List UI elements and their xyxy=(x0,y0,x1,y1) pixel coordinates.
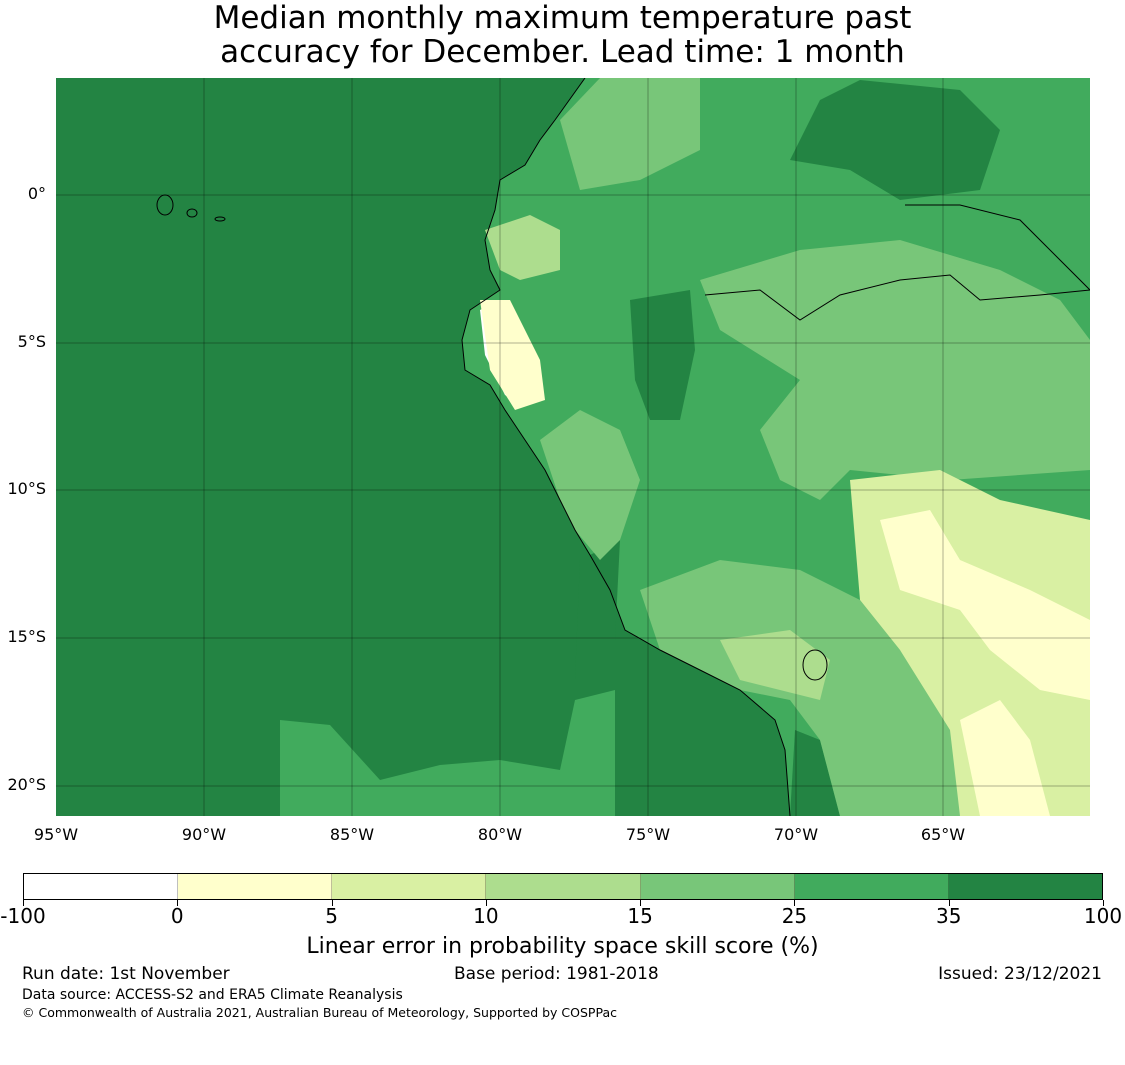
gridlines xyxy=(56,78,1090,816)
lat-label: 0° xyxy=(27,184,46,203)
se-yellow-2 xyxy=(960,700,1050,816)
lon-label: 65°W xyxy=(920,825,966,844)
issued-date: Issued: 23/12/2021 xyxy=(938,964,1102,984)
colorbar-tick xyxy=(1103,900,1104,906)
colorbar-tick xyxy=(177,900,179,906)
lon-label: 90°W xyxy=(181,825,227,844)
colorbar xyxy=(23,873,1103,900)
dark-central xyxy=(630,290,695,420)
lon-label: 70°W xyxy=(773,825,819,844)
coastline xyxy=(461,78,791,816)
data-source: Data source: ACCESS-S2 and ERA5 Climate … xyxy=(22,987,403,1003)
river-north xyxy=(905,204,1090,291)
colorbar-segment xyxy=(486,874,641,899)
colorbar-tick-label: -100 xyxy=(0,904,46,928)
skill-map xyxy=(56,78,1090,816)
mid-east xyxy=(700,240,1090,500)
title-line-1: Median monthly maximum temperature past xyxy=(213,0,912,36)
lat-label: 20°S xyxy=(7,775,46,794)
colorbar-tick-label: 5 xyxy=(325,904,338,928)
colorbar-tick-label: 25 xyxy=(781,904,808,928)
run-date: Run date: 1st November xyxy=(22,964,230,984)
inland-dark-south xyxy=(575,540,620,700)
dark-north xyxy=(790,80,1000,200)
colorbar-tick xyxy=(794,900,796,906)
lon-label: 75°W xyxy=(625,825,671,844)
lat-label: 10°S xyxy=(7,479,46,498)
north-light xyxy=(560,78,700,190)
lat-label: 15°S xyxy=(7,627,46,646)
lat-label: 5°S xyxy=(17,332,46,351)
colorbar-tick-label: 0 xyxy=(170,904,184,928)
colorbar-segment xyxy=(178,874,333,899)
colorbar-tick xyxy=(485,900,487,906)
colorbar-tick xyxy=(640,900,642,906)
colorbar-segment xyxy=(332,874,487,899)
copyright: © Commonwealth of Australia 2021, Austra… xyxy=(22,1005,617,1020)
lake-titicaca xyxy=(802,649,828,681)
colorbar-segment xyxy=(640,874,795,899)
coast-light xyxy=(540,410,640,560)
se-yellow xyxy=(880,510,1090,700)
coast-pale-n xyxy=(485,215,560,280)
lon-label: 80°W xyxy=(477,825,523,844)
central-pale xyxy=(720,630,830,700)
colorbar-segment xyxy=(794,874,949,899)
colorbar-tick-label: 35 xyxy=(935,904,962,928)
ocean-south-patch xyxy=(280,690,615,816)
base-period: Base period: 1981-2018 xyxy=(454,964,659,984)
colorbar-tick xyxy=(948,900,950,906)
colorbar-segment xyxy=(24,874,179,899)
lon-label: 85°W xyxy=(329,825,375,844)
colorbar-tick xyxy=(331,900,333,906)
lon-label: 95°W xyxy=(33,825,79,844)
colorbar-tick xyxy=(23,900,24,906)
river xyxy=(704,274,1090,321)
colorbar-tick-label: 100 xyxy=(1083,904,1123,928)
colorbar-tick-label: 10 xyxy=(473,904,499,928)
title-line-2: accuracy for December. Lead time: 1 mont… xyxy=(220,34,905,70)
colorbar-tick-label: 15 xyxy=(627,904,653,928)
galapagos-islands xyxy=(156,194,226,222)
coast-yellow xyxy=(480,300,545,410)
dark-south xyxy=(790,730,840,816)
colorbar-segment xyxy=(948,874,1102,899)
colorbar-label: Linear error in probability space skill … xyxy=(306,934,819,959)
